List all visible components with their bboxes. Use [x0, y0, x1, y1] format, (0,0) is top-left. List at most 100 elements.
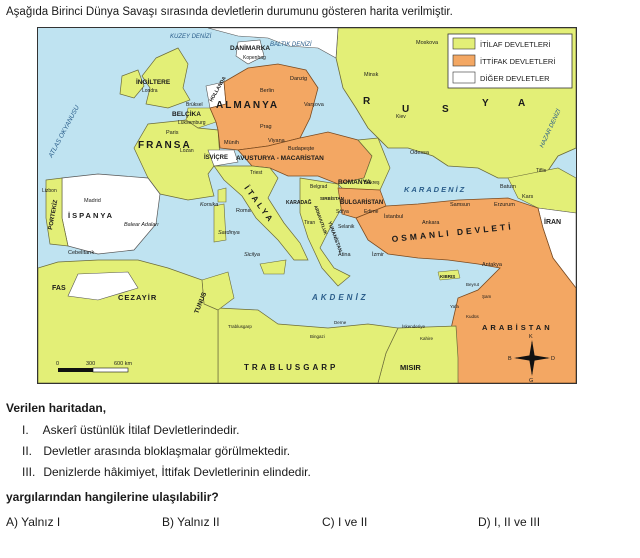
label-avusturya: AVUSTURYA - MACARİSTAN	[236, 154, 324, 162]
question-lead: Verilen haritadan,	[6, 401, 107, 415]
label-s: S	[442, 104, 449, 115]
label-akdeniz: AKDENİZ	[311, 293, 369, 302]
label-batum: Batum	[500, 184, 516, 190]
label-korsika: Korsika	[200, 202, 218, 208]
label-kudus: Kudüs	[466, 314, 480, 319]
label-u: U	[402, 104, 409, 115]
statement-3: III. Denizlerde hâkimiyet, İttifak Devle…	[22, 465, 311, 479]
label-sofya: Sofya	[336, 209, 349, 215]
option-a-text: Yalnız I	[21, 515, 61, 529]
statement-3-num: III.	[22, 465, 36, 479]
option-c-text: I ve II	[338, 515, 368, 529]
label-balear: Balear Adaları	[124, 222, 159, 228]
caucasus-region	[507, 167, 576, 214]
label-baltik: BALTIK DENİZİ	[270, 41, 312, 48]
ww1-map: İTİLAF DEVLETLERİ İTTİFAK DEVLETLERİ DİĞ…	[37, 27, 577, 384]
statement-2-num: II.	[22, 444, 33, 458]
label-belcika: BELÇİKA	[172, 110, 201, 118]
statement-1-num: I.	[22, 423, 29, 437]
option-c-letter: C)	[322, 515, 335, 529]
label-ispanya: İSPANYA	[68, 211, 114, 220]
legend-itilaf-swatch	[452, 37, 476, 50]
option-d-letter: D)	[478, 515, 491, 529]
scale-bar: 0 300 600 km	[56, 361, 132, 373]
label-danimarka: DANİMARKA	[230, 44, 270, 52]
label-misir: MISIR	[400, 363, 421, 372]
label-trieste: Triest	[250, 170, 263, 176]
statement-3-text: Denizlerde hâkimiyet, İttifak Devletleri…	[43, 465, 311, 479]
label-odessa: Odessa	[410, 150, 430, 156]
label-samsun: Samsun	[450, 202, 470, 208]
label-cezayir: CEZAYİR	[118, 293, 157, 302]
label-tiran: Tiran	[304, 220, 315, 226]
label-kibris: KIBRIS	[440, 274, 455, 279]
legend-itilaf-label: İTİLAF DEVLETLERİ	[480, 40, 550, 49]
label-bruksel: Brüksel	[186, 102, 203, 108]
libya-region	[217, 307, 399, 383]
label-trablusgarp-city: Trablusgarp	[228, 324, 252, 329]
ireland-region	[119, 69, 145, 99]
sicily-region	[259, 259, 287, 275]
france-region	[133, 119, 221, 201]
option-b-text: Yalnız II	[177, 515, 220, 529]
option-b[interactable]: B) Yalnız II	[162, 515, 220, 529]
label-karadag: KARADAĞ	[286, 198, 312, 206]
option-d-text: I, II ve III	[494, 515, 541, 529]
legend-diger-label: DİĞER DEVLETLER	[480, 74, 550, 83]
label-danzig: Danzig	[290, 76, 307, 82]
label-yafa: Yafa	[450, 304, 459, 309]
option-a[interactable]: A) Yalnız I	[6, 515, 60, 529]
option-c[interactable]: C) I ve II	[322, 515, 367, 529]
label-bukres: Bükreş	[364, 180, 380, 186]
label-sicilya: Sicilya	[244, 252, 260, 258]
morocco-inner	[67, 271, 139, 301]
label-atina: Atina	[338, 252, 351, 258]
italy-region	[213, 165, 309, 261]
scandinavia-region	[207, 28, 339, 59]
label-moskova: Moskova	[416, 40, 439, 46]
label-kahire: Kahire	[420, 336, 434, 341]
label-kuzey-denizi: KUZEY DENİZİ	[170, 33, 212, 40]
label-r: R	[363, 96, 371, 107]
scale-600: 600 km	[114, 361, 132, 367]
statement-1-text: Askerî üstünlük İtilaf Devletlerindedir.	[42, 423, 240, 437]
label-y: Y	[482, 98, 489, 109]
label-fransa: FRANSA	[138, 140, 192, 151]
label-kopenhag: Kopenhag	[243, 55, 266, 61]
label-ankara: Ankara	[422, 220, 440, 226]
label-beyrut: Beyrut	[466, 282, 480, 287]
label-roma: Roma	[236, 208, 252, 214]
denmark-region	[235, 39, 265, 65]
statement-2: II. Devletler arasında bloklaşmalar görü…	[22, 444, 290, 458]
label-sirbistan: SIRBİSTAN	[320, 195, 344, 201]
label-berlin: Berlin	[260, 88, 274, 94]
option-a-letter: A)	[6, 515, 18, 529]
label-luksemburg: Lüksemburg	[178, 120, 206, 126]
cyprus-region	[437, 269, 461, 281]
label-lozan: Lozan	[180, 148, 194, 154]
label-paris: Paris	[166, 130, 179, 136]
label-varsova: Varşova	[304, 102, 325, 108]
compass-d: D	[551, 356, 555, 362]
label-edirne: Edirne	[364, 209, 379, 215]
label-minsk: Minsk	[364, 72, 379, 78]
map-svg: İTİLAF DEVLETLERİ İTTİFAK DEVLETLERİ DİĞ…	[38, 28, 576, 383]
label-izmir: İzmir	[372, 251, 384, 258]
compass-k: K	[529, 334, 533, 340]
label-prag: Prag	[260, 124, 272, 130]
label-erzurum: Erzurum	[494, 202, 515, 208]
label-trablusgarp: TRABLUSGARP	[244, 363, 338, 372]
portugal-region	[45, 177, 69, 247]
label-arabistan: ARABİSTAN	[482, 323, 553, 332]
scale-0: 0	[56, 361, 59, 367]
label-iskenderiye: İskenderiye	[402, 323, 426, 329]
label-sardinya: Sardinya	[218, 230, 240, 236]
intro-text: Aşağıda Birinci Dünya Savaşı sırasında d…	[6, 6, 453, 18]
option-d[interactable]: D) I, II ve III	[478, 515, 540, 529]
option-b-letter: B)	[162, 515, 174, 529]
label-isvicre: İSVİÇRE	[204, 154, 228, 161]
label-fas: FAS	[52, 285, 66, 292]
label-bulgaristan: BULGARİSTAN	[340, 199, 383, 206]
legend-ittifak-swatch	[452, 54, 476, 67]
label-almanya: ALMANYA	[216, 100, 279, 111]
